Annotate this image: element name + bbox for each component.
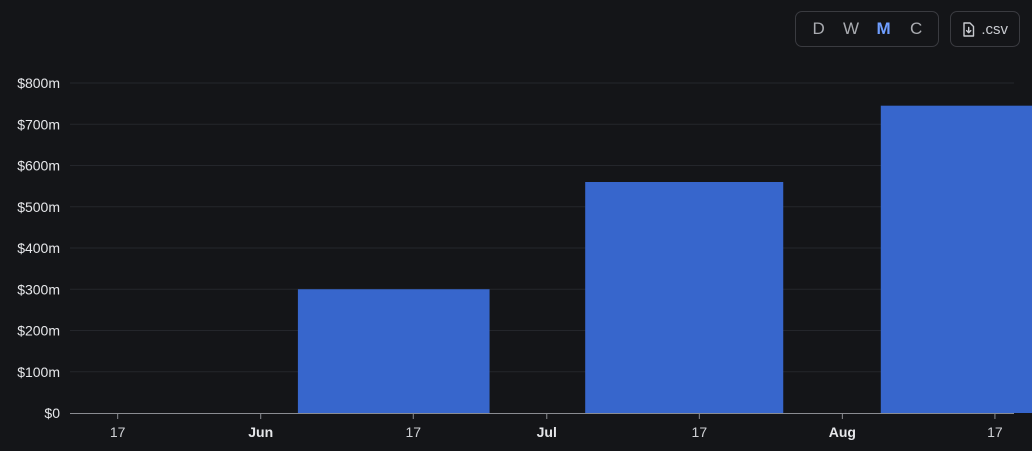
chart-toolbar: D W M C .csv [795,11,1020,47]
bar-jun[interactable] [297,289,490,413]
x-tick-label: Aug [829,424,856,440]
y-tick-label: $100m [17,364,60,380]
x-tick-label: Jul [537,424,557,440]
period-cumulative-button[interactable]: C [909,19,923,38]
y-tick-label: $700m [17,116,60,132]
period-week-button[interactable]: W [843,19,860,38]
file-download-icon [962,21,975,37]
csv-download-button[interactable]: .csv [950,11,1020,47]
y-tick-label: $300m [17,281,60,297]
x-tick-label: 17 [110,424,126,440]
x-tick-label: Jun [248,424,273,440]
axes: $0 $100m $200m $300m $400m $500m $600m $700m $80… [17,75,1014,440]
period-day-button[interactable]: D [812,19,825,38]
period-selector: D W M C [795,11,940,47]
bar-jul[interactable] [585,182,784,413]
bar-aug[interactable] [880,105,1032,413]
csv-label: .csv [981,20,1008,38]
y-tick-label: $0 [44,405,60,421]
y-tick-label: $500m [17,199,60,215]
x-tick-label: 17 [405,424,421,440]
x-tick-label: 17 [692,424,708,440]
y-tick-label: $800m [17,75,60,91]
grid-lines [70,82,1014,373]
x-tick-label: 17 [987,424,1003,440]
y-tick-label: $200m [17,323,60,339]
y-tick-label: $600m [17,158,60,174]
period-month-button[interactable]: M [876,19,891,38]
y-tick-label: $400m [17,240,60,256]
bars [297,105,1032,413]
